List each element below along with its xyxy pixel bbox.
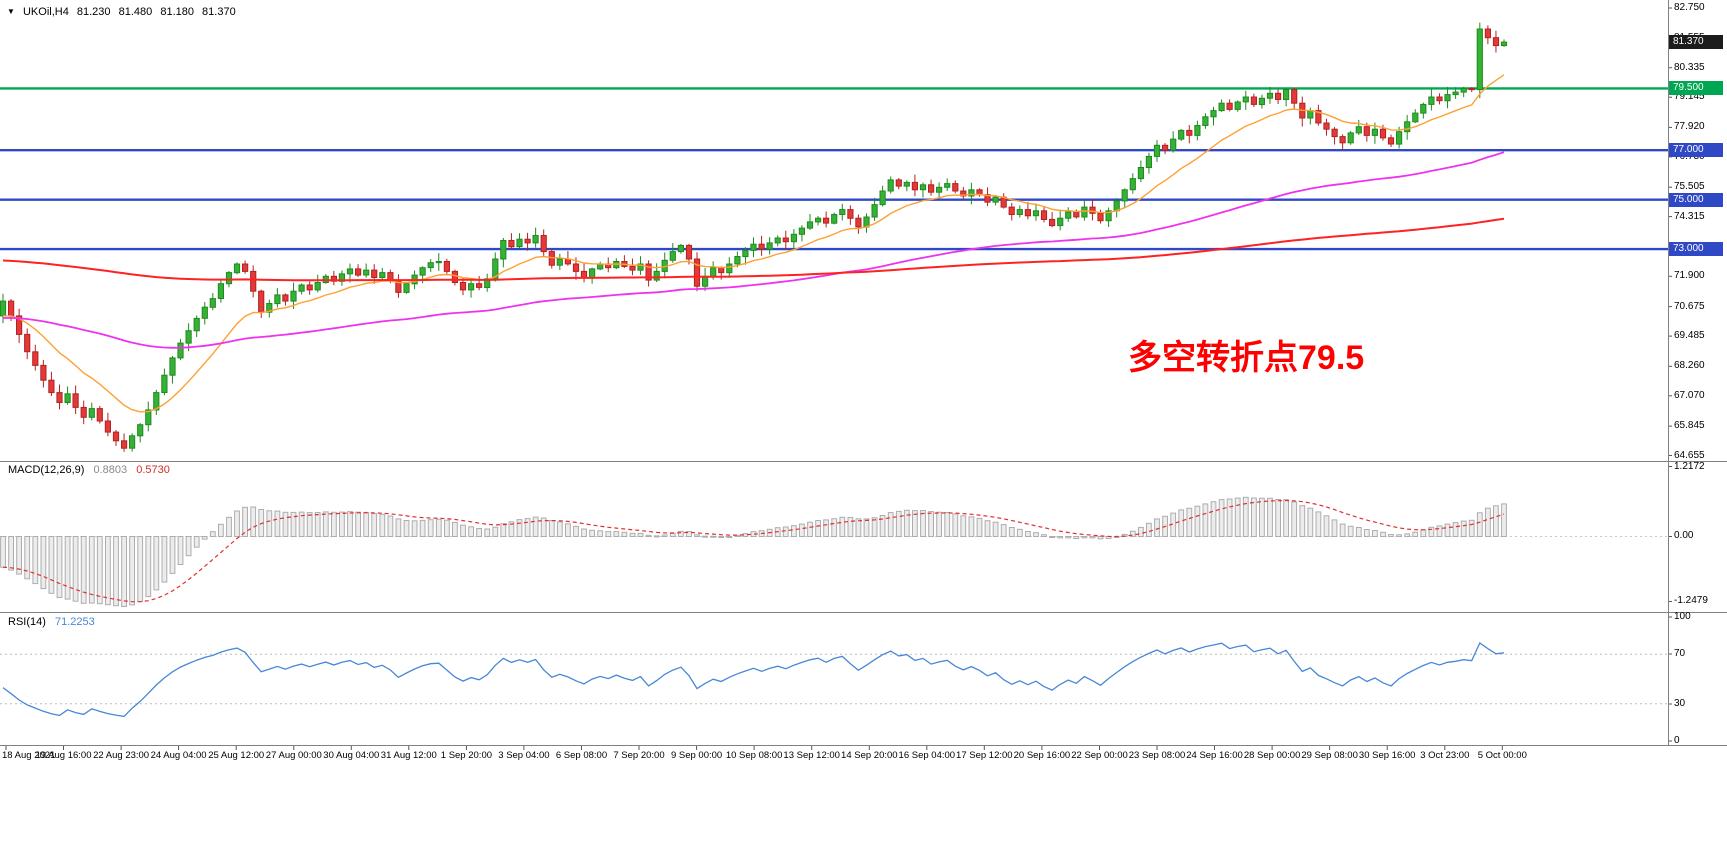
- price-tick-label: 75.505: [1674, 181, 1705, 193]
- macd-indicator-label: MACD(12,26,9) 0.8803 0.5730: [8, 464, 176, 476]
- ma-slow-line: [2, 217, 1505, 282]
- time-axis-label: 17 Sep 12:00: [956, 750, 1013, 761]
- price-tick-label: 65.845: [1674, 420, 1705, 432]
- rsi-line: [2, 642, 1505, 718]
- time-axis-label: 30 Aug 04:00: [323, 750, 380, 761]
- price-tick-label: 67.070: [1674, 389, 1705, 401]
- time-axis-label: 5 Oct 00:00: [1477, 750, 1527, 761]
- panel-resize-separator-rsi[interactable]: [0, 612, 1727, 613]
- time-axis-separator: [0, 745, 1727, 746]
- rsi-indicator-label: RSI(14) 71.2253: [8, 616, 101, 628]
- price-tick-label: 77.920: [1674, 121, 1705, 133]
- time-axis-label: 31 Aug 12:00: [380, 750, 437, 761]
- level-price-badge: 77.000: [1669, 143, 1723, 158]
- price-tick-label: 82.750: [1674, 2, 1705, 13]
- time-axis-label: 22 Aug 23:00: [93, 750, 150, 761]
- rsi-scale-0: 0: [1674, 735, 1680, 746]
- time-axis-label: 3 Sep 04:00: [498, 750, 550, 761]
- chart-title: ▼ UKOil,H4 81.230 81.480 81.180 81.370: [7, 6, 241, 18]
- time-axis-label: 3 Oct 23:00: [1420, 750, 1470, 761]
- price-tick-label: 71.900: [1674, 270, 1705, 282]
- price-tick-label: 79.145: [1674, 91, 1705, 103]
- time-axis-label: 27 Aug 00:00: [265, 750, 322, 761]
- symbol-dropdown-icon[interactable]: ▼: [7, 7, 15, 16]
- candles-layer: [0, 22, 1508, 452]
- macd-scale-top: 1.2172: [1674, 461, 1705, 472]
- macd-layer: [0, 496, 1668, 607]
- time-axis-label: 6 Sep 08:00: [555, 750, 608, 761]
- rsi-scale-100: 100: [1674, 611, 1691, 622]
- axis-ticks-layer: [5, 7, 1672, 750]
- macd-signal-line: [2, 499, 1505, 603]
- bar-low-value: 81.180: [160, 6, 194, 18]
- rsi-layer: [0, 642, 1668, 718]
- rsi-scale-70: 70: [1674, 648, 1686, 659]
- time-axis-label: 18 Aug 2021: [2, 750, 56, 761]
- time-axis-label: 28 Sep 00:00: [1243, 750, 1301, 761]
- price-axis-separator: [1668, 0, 1669, 745]
- bar-close-value: 81.370: [202, 6, 236, 18]
- macd-main-value: 0.8803: [93, 464, 128, 476]
- time-axis-label: 16 Sep 04:00: [898, 750, 956, 761]
- time-axis-label: 23 Sep 08:00: [1128, 750, 1186, 761]
- level-price-badge: 73.000: [1669, 242, 1723, 257]
- levels-layer: [0, 87, 1668, 251]
- price-tick-label: 69.485: [1674, 330, 1705, 342]
- time-axis-label: 24 Aug 04:00: [150, 750, 207, 761]
- time-axis-label: 10 Sep 08:00: [725, 750, 783, 761]
- time-axis-label: 25 Aug 12:00: [208, 750, 265, 761]
- time-axis-label: 9 Sep 00:00: [670, 750, 723, 761]
- bar-high-value: 81.480: [118, 6, 153, 18]
- time-axis-label: 22 Sep 00:00: [1071, 750, 1128, 761]
- macd-signal-value: 0.5730: [136, 464, 170, 476]
- time-axis-label: 19 Aug 16:00: [35, 750, 92, 761]
- macd-title: MACD(12,26,9): [8, 464, 85, 476]
- symbol-name: UKOil,H4: [22, 6, 69, 18]
- current-price-badge: 81.370: [1669, 35, 1723, 50]
- time-axis-label: 24 Sep 16:00: [1186, 750, 1243, 761]
- annotation-text: 多空转折点79.5: [1128, 339, 1365, 377]
- ma-mid-line: [2, 151, 1505, 349]
- price-tick-label: 80.335: [1674, 61, 1705, 73]
- time-axis-label: 1 Sep 20:00: [440, 750, 493, 761]
- ma-fast-line: [3, 74, 1505, 413]
- macd-scale-bottom: -1.2479: [1674, 595, 1708, 606]
- time-axis-label: 13 Sep 12:00: [783, 750, 840, 761]
- time-axis-label: 30 Sep 16:00: [1358, 750, 1416, 761]
- time-axis-label: 29 Sep 08:00: [1301, 750, 1358, 761]
- panel-resize-separator-macd[interactable]: [0, 461, 1727, 462]
- price-tick-label: 68.260: [1674, 360, 1705, 372]
- macd-scale-zero: 0.00: [1674, 530, 1694, 541]
- time-axis-label: 20 Sep 16:00: [1013, 750, 1071, 761]
- price-tick-label: 70.675: [1674, 300, 1705, 312]
- bar-open-value: 81.230: [76, 6, 111, 18]
- price-tick-label: 64.655: [1674, 449, 1705, 461]
- rsi-title: RSI(14): [8, 616, 46, 628]
- time-axis-label: 7 Sep 20:00: [613, 750, 665, 761]
- price-tick-label: 74.315: [1674, 210, 1705, 222]
- moving-averages-layer: [2, 74, 1505, 413]
- time-axis-label: 14 Sep 20:00: [841, 750, 898, 761]
- level-price-badge: 75.000: [1669, 192, 1723, 207]
- rsi-scale-30: 30: [1674, 698, 1686, 709]
- level-price-badge: 79.500: [1669, 81, 1723, 96]
- rsi-value: 71.2253: [54, 616, 95, 628]
